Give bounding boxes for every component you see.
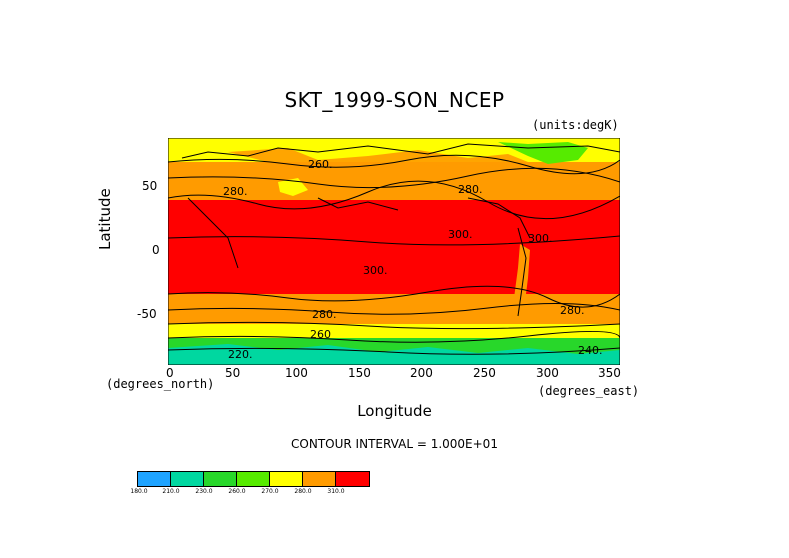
temperature-map: 260. 280. 280. 300. 300. 300. 280. 280. … bbox=[168, 138, 620, 365]
colorbar-swatch bbox=[204, 472, 237, 486]
contour-interval-label: CONTOUR INTERVAL = 1.000E+01 bbox=[291, 437, 498, 451]
contour-label: 260 bbox=[310, 328, 331, 341]
units-label: (units:degK) bbox=[532, 118, 619, 132]
x-tick-label: 200 bbox=[410, 366, 433, 380]
contour-lines bbox=[168, 143, 620, 355]
colorbar bbox=[137, 471, 370, 487]
colorbar-swatch bbox=[270, 472, 303, 486]
colorbar-swatch bbox=[171, 472, 204, 486]
contour-label: 280. bbox=[312, 308, 337, 321]
contour-label: 220. bbox=[228, 348, 253, 361]
contour-label: 260. bbox=[308, 158, 333, 171]
contour-label: 300. bbox=[363, 264, 388, 277]
colorbar-label: 280.0 bbox=[294, 488, 312, 495]
colorbar-label: 270.0 bbox=[261, 488, 279, 495]
x-tick-label: 50 bbox=[225, 366, 241, 380]
contour-label: 280. bbox=[223, 185, 248, 198]
contour-label-group: 260. 280. 280. 300. 300. 300. 280. 280. … bbox=[223, 158, 603, 361]
contour-label: 280. bbox=[560, 304, 585, 317]
x-tick-label: 300 bbox=[536, 366, 559, 380]
colorbar-swatch bbox=[138, 472, 171, 486]
x-unit-right: (degrees_east) bbox=[538, 384, 640, 398]
x-tick-label: 150 bbox=[348, 366, 371, 380]
colorbar-swatch bbox=[237, 472, 270, 486]
colorbar-label: 230.0 bbox=[195, 488, 213, 495]
y-axis-label: Latitude bbox=[96, 188, 114, 250]
colorbar-label: 180.0 bbox=[130, 488, 148, 495]
colorbar-swatch bbox=[303, 472, 336, 486]
x-unit-left: (degrees_north) bbox=[106, 377, 215, 391]
x-tick-label: 350 bbox=[598, 366, 621, 380]
antarctic-cold-region bbox=[168, 344, 620, 365]
contour-label: 280. bbox=[458, 183, 483, 196]
x-tick-label: 0 bbox=[166, 366, 174, 380]
colorbar-label: 210.0 bbox=[162, 488, 180, 495]
colorbar-label: 260.0 bbox=[228, 488, 246, 495]
contour-label: 240. bbox=[578, 344, 603, 357]
tropical-band bbox=[168, 200, 620, 294]
x-axis-label: Longitude bbox=[357, 402, 432, 420]
x-tick-label: 250 bbox=[473, 366, 496, 380]
southern-yellow-band bbox=[168, 324, 620, 338]
colorbar-swatch bbox=[336, 472, 369, 486]
contour-label: 300. bbox=[448, 228, 473, 241]
y-tick-label: -50 bbox=[137, 307, 157, 321]
colorbar-label: 310.0 bbox=[327, 488, 345, 495]
tibet-cold-region bbox=[278, 178, 308, 196]
y-tick-label: 50 bbox=[142, 179, 158, 193]
map-title: SKT_1999-SON_NCEP bbox=[284, 88, 505, 112]
x-tick-label: 100 bbox=[285, 366, 308, 380]
andes-region bbox=[514, 244, 530, 316]
north-warm-intrusion bbox=[228, 148, 528, 168]
contour-label: 300. bbox=[528, 232, 553, 245]
y-tick-label: 0 bbox=[152, 243, 160, 257]
